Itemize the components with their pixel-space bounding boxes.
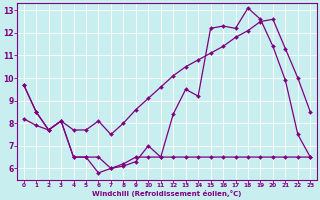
X-axis label: Windchill (Refroidissement éolien,°C): Windchill (Refroidissement éolien,°C) xyxy=(92,190,242,197)
